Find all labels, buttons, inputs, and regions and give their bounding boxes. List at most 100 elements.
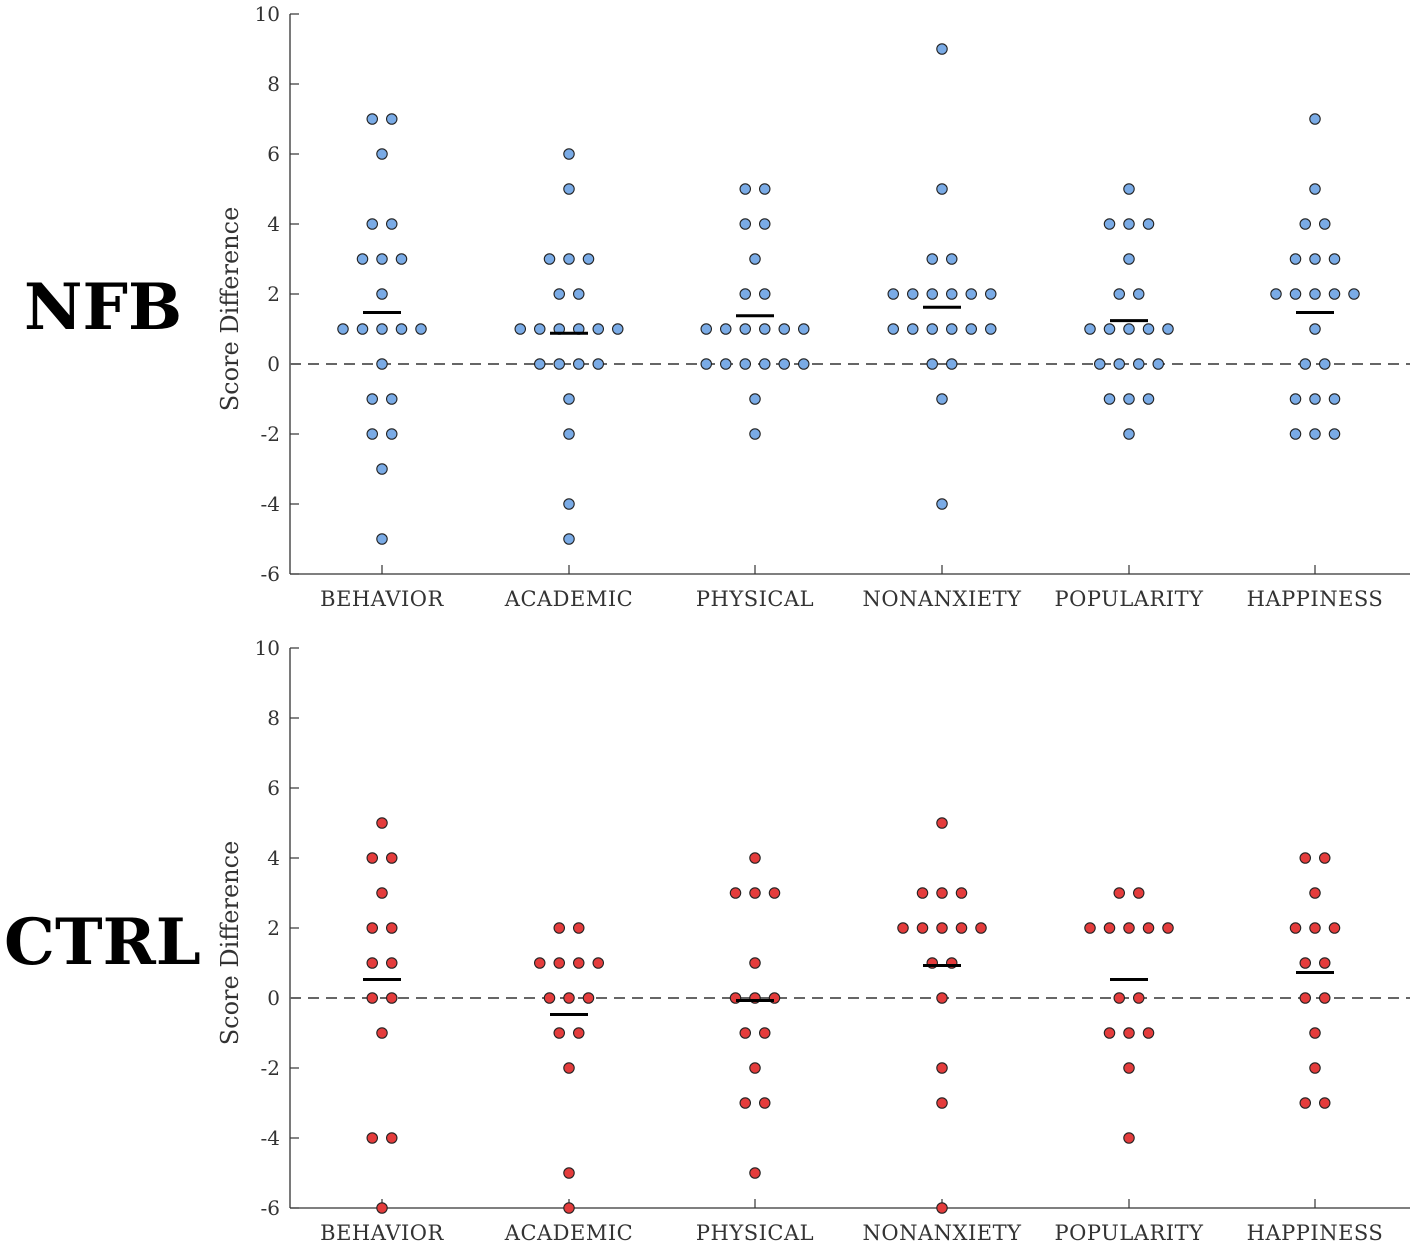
nfb-data-point bbox=[1123, 393, 1135, 405]
ctrl-data-point bbox=[936, 1097, 948, 1109]
ctrl-x-tick-label: PHYSICAL bbox=[696, 1221, 814, 1245]
ctrl-data-point bbox=[376, 1202, 388, 1214]
nfb-data-point bbox=[553, 358, 565, 370]
nfb-data-point bbox=[611, 323, 624, 335]
nfb-data-point bbox=[700, 358, 712, 370]
ctrl-data-point bbox=[1319, 957, 1331, 969]
nfb-y-tick-label: 0 bbox=[267, 352, 280, 376]
ctrl-data-point bbox=[1123, 1132, 1135, 1144]
ctrl-data-point bbox=[1309, 887, 1321, 899]
ctrl-data-point bbox=[376, 817, 388, 829]
nfb-data-point bbox=[1309, 253, 1321, 265]
nfb-data-point bbox=[1309, 183, 1321, 195]
nfb-data-point bbox=[356, 323, 369, 335]
ctrl-data-point bbox=[572, 957, 585, 969]
nfb-data-point bbox=[563, 533, 575, 545]
nfb-x-tick-label: ACADEMIC bbox=[504, 587, 633, 611]
ctrl-data-point bbox=[916, 887, 929, 899]
ctrl-data-point bbox=[758, 1027, 771, 1039]
nfb-x-tick-label: NONANXIETY bbox=[863, 587, 1023, 611]
nfb-data-point bbox=[1113, 358, 1126, 370]
ctrl-data-point bbox=[553, 1027, 565, 1039]
ctrl-data-point bbox=[749, 957, 761, 969]
nfb-data-point bbox=[563, 498, 575, 510]
nfb-data-point bbox=[1142, 218, 1155, 230]
nfb-data-point bbox=[749, 393, 761, 405]
nfb-data-point bbox=[337, 323, 349, 335]
nfb-data-point bbox=[739, 323, 751, 335]
nfb-data-point bbox=[1348, 288, 1360, 300]
ctrl-data-point bbox=[1309, 1062, 1321, 1074]
nfb-data-point bbox=[1289, 393, 1302, 405]
nfb-data-point bbox=[415, 323, 427, 335]
ctrl-data-point bbox=[975, 922, 987, 934]
ctrl-data-point bbox=[1162, 922, 1174, 934]
nfb-data-point bbox=[366, 393, 378, 405]
nfb-data-point bbox=[514, 323, 526, 335]
ctrl-y-tick-label: 10 bbox=[255, 636, 280, 660]
nfb-data-point bbox=[926, 323, 938, 335]
nfb-data-point bbox=[376, 253, 388, 265]
nfb-data-point bbox=[984, 323, 997, 335]
nfb-data-point bbox=[700, 323, 712, 335]
nfb-data-point bbox=[749, 428, 761, 440]
ctrl-data-point bbox=[936, 817, 948, 829]
nfb-data-point bbox=[376, 358, 388, 370]
nfb-y-axis-title: Score Difference bbox=[216, 207, 244, 412]
ctrl-data-point bbox=[1299, 957, 1312, 969]
nfb-data-point bbox=[1328, 288, 1341, 300]
ctrl-data-point bbox=[936, 1062, 948, 1074]
nfb-data-point bbox=[376, 148, 388, 160]
nfb-data-point bbox=[376, 323, 388, 335]
ctrl-data-point bbox=[1299, 992, 1312, 1004]
nfb-data-point bbox=[385, 393, 398, 405]
nfb-data-point bbox=[758, 218, 771, 230]
ctrl-data-point bbox=[749, 852, 761, 864]
nfb-y-tick-label: -6 bbox=[261, 562, 280, 586]
ctrl-data-point bbox=[582, 992, 595, 1004]
nfb-data-point bbox=[366, 113, 378, 125]
nfb-data-point bbox=[385, 218, 398, 230]
nfb-data-point bbox=[719, 358, 732, 370]
nfb-x-tick-label: HAPPINESS bbox=[1247, 587, 1384, 611]
nfb-data-point bbox=[906, 323, 919, 335]
nfb-data-point bbox=[1094, 358, 1106, 370]
ctrl-data-point bbox=[563, 1202, 575, 1214]
nfb-data-point bbox=[563, 428, 575, 440]
ctrl-data-point bbox=[955, 922, 968, 934]
ctrl-data-point bbox=[533, 957, 546, 969]
ctrl-data-point bbox=[955, 887, 968, 899]
nfb-data-point bbox=[1289, 428, 1302, 440]
ctrl-x-tick-label: NONANXIETY bbox=[863, 1221, 1023, 1245]
nfb-data-point bbox=[1103, 323, 1116, 335]
ctrl-data-point bbox=[572, 922, 585, 934]
nfb-data-point bbox=[984, 288, 997, 300]
nfb-data-point bbox=[758, 358, 771, 370]
ctrl-data-point bbox=[385, 852, 398, 864]
ctrl-x-tick-label: BEHAVIOR bbox=[320, 1221, 444, 1245]
nfb-group-label: NFB bbox=[24, 270, 183, 345]
nfb-data-point bbox=[797, 358, 810, 370]
nfb-data-point bbox=[553, 288, 565, 300]
ctrl-data-point bbox=[376, 1027, 388, 1039]
ctrl-data-point bbox=[936, 922, 948, 934]
ctrl-x-tick-label: POPULARITY bbox=[1055, 1221, 1205, 1245]
ctrl-x-tick-label: HAPPINESS bbox=[1247, 1221, 1384, 1245]
ctrl-y-tick-label: 2 bbox=[267, 916, 280, 940]
ctrl-y-tick-label: 6 bbox=[267, 776, 280, 800]
nfb-data-point bbox=[778, 323, 790, 335]
ctrl-data-point bbox=[1319, 992, 1331, 1004]
ctrl-data-point bbox=[366, 852, 378, 864]
ctrl-y-tick-label: -6 bbox=[261, 1196, 280, 1220]
nfb-data-point bbox=[739, 218, 751, 230]
nfb-data-point bbox=[758, 183, 771, 195]
nfb-data-point bbox=[572, 288, 585, 300]
nfb-data-point bbox=[1299, 358, 1312, 370]
ctrl-data-point bbox=[1113, 887, 1126, 899]
nfb-data-point bbox=[1289, 253, 1302, 265]
nfb-data-point bbox=[1309, 113, 1321, 125]
ctrl-data-point bbox=[1113, 992, 1126, 1004]
nfb-data-point bbox=[1133, 358, 1145, 370]
nfb-data-point bbox=[965, 323, 977, 335]
